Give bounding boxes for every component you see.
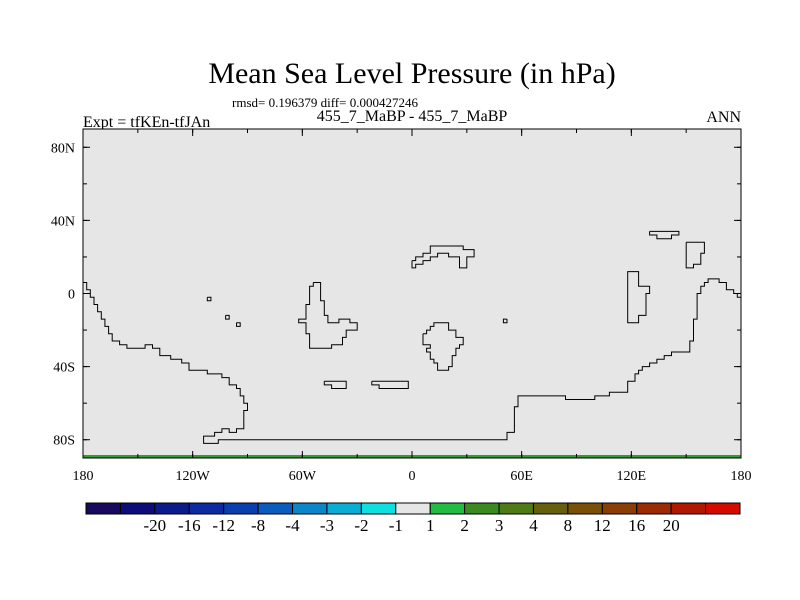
- colorbar-swatch: [498, 502, 534, 515]
- coastline: [371, 380, 409, 389]
- chart-title: Mean Sea Level Pressure (in hPa): [208, 57, 615, 90]
- colorbar-swatch: [567, 502, 603, 515]
- y-tick-label: 40N: [51, 214, 75, 229]
- colorbar-swatch: [429, 502, 466, 515]
- x-tick-label: 180: [73, 469, 94, 484]
- expt-label: Expt = tfKEn-tfJAn: [83, 114, 210, 131]
- colorbar-label: 20: [663, 516, 680, 535]
- colorbar: [85, 502, 741, 515]
- coastline: [225, 314, 230, 320]
- tick-marks: [82, 129, 742, 458]
- colorbar-labels: -20 -16 -12 -8 -4 -3 -2 -1 1 2 3 4 8 12 16 20: [143, 516, 679, 535]
- colorbar-label: -20: [143, 516, 166, 535]
- y-tick-label: 80N: [51, 141, 75, 156]
- map-plot: 180 120W 60W 0 60E 120E 180 80N 40N 0 40S 80S: [51, 128, 752, 484]
- colorbar-swatch: [705, 502, 741, 515]
- x-tick-label: 60E: [510, 469, 533, 484]
- colorbar-swatch: [223, 502, 259, 515]
- colorbar-swatch: [85, 502, 121, 515]
- coastline: [206, 296, 212, 302]
- coastline: [83, 278, 741, 444]
- colorbar-swatch: [395, 502, 431, 515]
- coastline: [649, 230, 680, 240]
- colorbar-swatch: [464, 502, 500, 515]
- colorbar-label: 3: [495, 516, 504, 535]
- y-tick-label: 40S: [53, 361, 75, 376]
- colorbar-label: -1: [389, 516, 403, 535]
- y-tick-label: 0: [68, 288, 75, 303]
- x-tick-label: 180: [731, 469, 752, 484]
- coastline: [502, 318, 508, 324]
- coastline-group: [83, 230, 741, 444]
- colorbar-swatch: [188, 502, 225, 515]
- colorbar-swatch: [326, 502, 362, 515]
- colorbar-label: -4: [285, 516, 300, 535]
- colorbar-swatch: [119, 502, 156, 515]
- colorbar-swatch: [257, 502, 294, 515]
- colorbar-swatch: [601, 502, 638, 515]
- coastline: [323, 380, 347, 389]
- stats-line: rmsd= 0.196379 diff= 0.000427246: [232, 95, 418, 110]
- x-tick-label: 120E: [617, 469, 647, 484]
- colorbar-label: 12: [594, 516, 611, 535]
- colorbar-label: -8: [251, 516, 265, 535]
- colorbar-label: 1: [426, 516, 435, 535]
- colorbar-label: -3: [320, 516, 334, 535]
- colorbar-swatch: [670, 502, 707, 515]
- coastline: [422, 322, 464, 371]
- coastline: [627, 271, 651, 324]
- x-tick-label: 120W: [176, 469, 211, 484]
- x-tick-labels: 180 120W 60W 0 60E 120E 180: [73, 469, 752, 484]
- colorbar-label: 2: [460, 516, 469, 535]
- colorbar-swatch: [292, 502, 328, 515]
- coastline: [685, 241, 705, 269]
- coastline: [236, 322, 241, 327]
- diff-label: 455_7_MaBP - 455_7_MaBP: [317, 108, 508, 125]
- colorbar-label: 4: [529, 516, 538, 535]
- colorbar-swatch: [154, 502, 190, 515]
- y-tick-labels: 80N 40N 0 40S 80S: [51, 141, 75, 448]
- colorbar-swatch: [360, 502, 397, 515]
- coastline: [298, 282, 358, 349]
- x-tick-label: 0: [409, 469, 416, 484]
- colorbar-swatch: [636, 502, 672, 515]
- season-label: ANN: [706, 109, 741, 126]
- coastline: [411, 245, 475, 269]
- colorbar-swatch: [532, 502, 569, 515]
- colorbar-label: 8: [564, 516, 573, 535]
- colorbar-label: 16: [628, 516, 645, 535]
- colorbar-label: -16: [178, 516, 201, 535]
- pressure-field: [83, 129, 741, 458]
- y-tick-label: 80S: [53, 434, 75, 449]
- colorbar-label: -2: [354, 516, 368, 535]
- colorbar-label: -12: [212, 516, 235, 535]
- x-tick-label: 60W: [289, 469, 317, 484]
